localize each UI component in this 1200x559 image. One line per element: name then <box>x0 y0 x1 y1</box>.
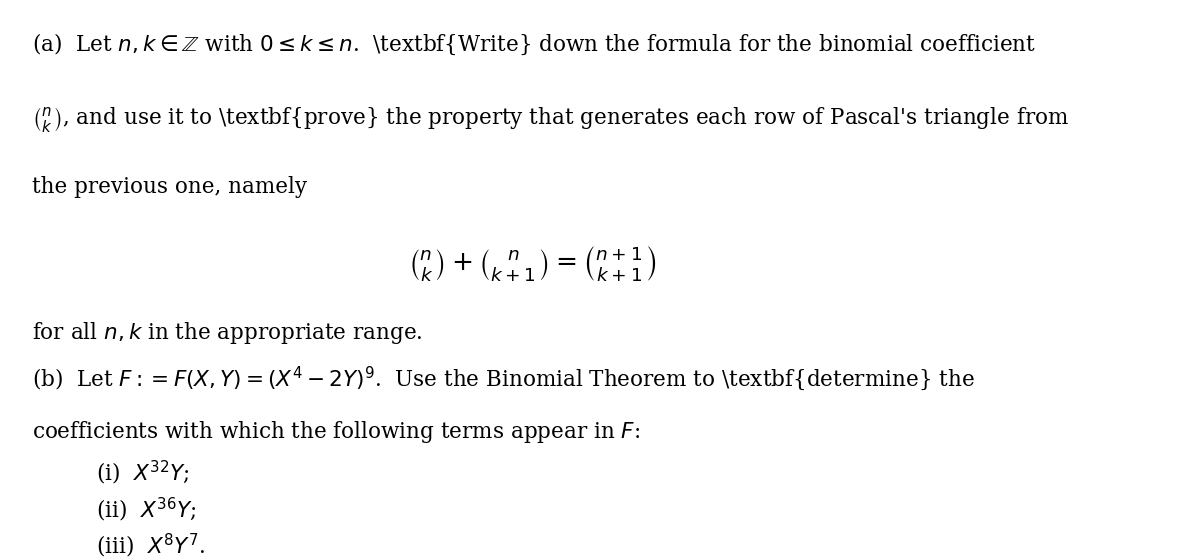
Text: (ii)  $X^{36}Y$;: (ii) $X^{36}Y$; <box>96 495 197 524</box>
Text: the previous one, namely: the previous one, namely <box>32 176 307 198</box>
Text: $\binom{n}{k} + \binom{\,n\,}{k+1} = \binom{n+1}{k+1}$: $\binom{n}{k} + \binom{\,n\,}{k+1} = \bi… <box>408 244 656 283</box>
Text: (iii)  $X^8Y^7$.: (iii) $X^8Y^7$. <box>96 532 205 559</box>
Text: (i)  $X^{32}Y$;: (i) $X^{32}Y$; <box>96 459 190 487</box>
Text: for all $n, k$ in the appropriate range.: for all $n, k$ in the appropriate range. <box>32 320 422 346</box>
Text: (a)  Let $n, k \in \mathbb{Z}$ with $0 \leq k \leq n$.  \textbf{Write} down the : (a) Let $n, k \in \mathbb{Z}$ with $0 \l… <box>32 31 1036 57</box>
Text: (b)  Let $F := F(X,Y) = (X^4 - 2Y)^9$.  Use the Binomial Theorem to \textbf{dete: (b) Let $F := F(X,Y) = (X^4 - 2Y)^9$. Us… <box>32 364 974 393</box>
Text: $\binom{n}{k}$, and use it to \textbf{prove} the property that generates each ro: $\binom{n}{k}$, and use it to \textbf{pr… <box>32 105 1069 135</box>
Text: coefficients with which the following terms appear in $F$:: coefficients with which the following te… <box>32 419 640 446</box>
